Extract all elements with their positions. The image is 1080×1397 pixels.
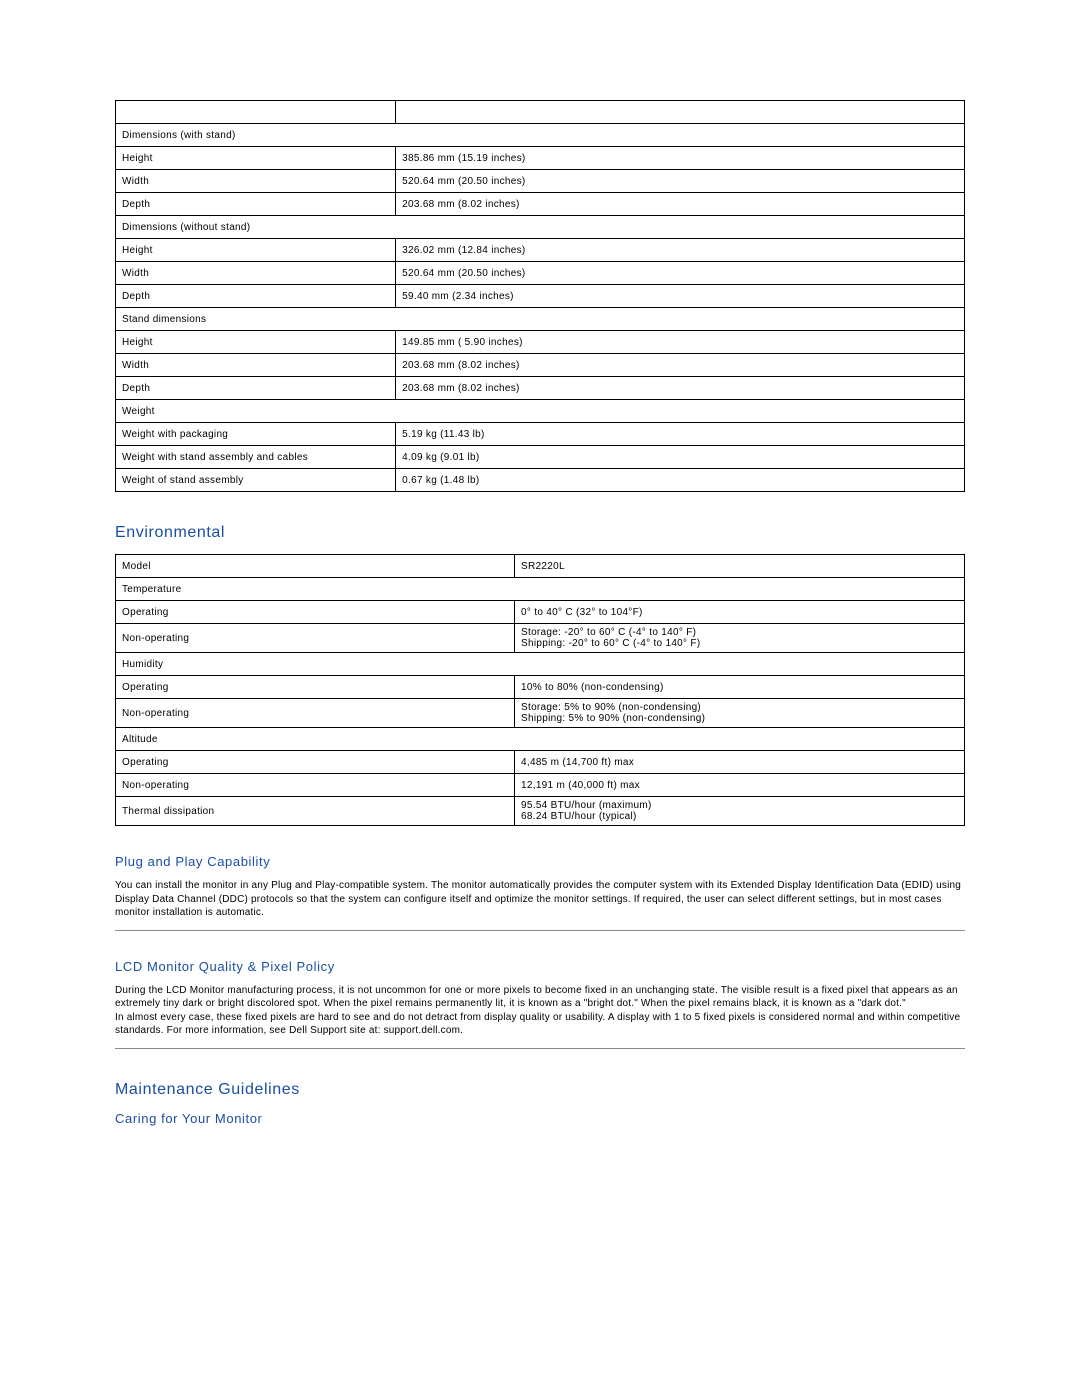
section-header-cell: Stand dimensions xyxy=(116,308,965,331)
spec-key-cell: Weight with packaging xyxy=(116,423,396,446)
spec-key-cell: Height xyxy=(116,147,396,170)
spec-value-cell: 4,485 m (14,700 ft) max xyxy=(515,751,965,774)
lcd-quality-text-1: During the LCD Monitor manufacturing pro… xyxy=(115,985,958,1010)
spec-value-cell: 10% to 80% (non-condensing) xyxy=(515,676,965,699)
table-row: ModelSR2220L xyxy=(116,555,965,578)
environmental-table: ModelSR2220LTemperatureOperating0° to 40… xyxy=(115,554,965,826)
spec-value-cell: SR2220L xyxy=(515,555,965,578)
spec-key-cell: Operating xyxy=(116,601,515,624)
table-row: Stand dimensions xyxy=(116,308,965,331)
environmental-heading: Environmental xyxy=(115,524,965,542)
plug-and-play-paragraph: You can install the monitor in any Plug … xyxy=(115,879,965,920)
table-row: Temperature xyxy=(116,578,965,601)
spec-value-cell: Storage: -20° to 60° C (-4° to 140° F)Sh… xyxy=(515,624,965,653)
spec-value-cell: 520.64 mm (20.50 inches) xyxy=(396,170,965,193)
spec-value-cell: 95.54 BTU/hour (maximum)68.24 BTU/hour (… xyxy=(515,797,965,826)
spec-key-cell: Weight of stand assembly xyxy=(116,469,396,492)
spec-key-cell: Height xyxy=(116,331,396,354)
blank-cell xyxy=(396,101,965,124)
table-row: Height326.02 mm (12.84 inches) xyxy=(116,239,965,262)
spec-value-cell: 5.19 kg (11.43 lb) xyxy=(396,423,965,446)
lcd-quality-paragraph: During the LCD Monitor manufacturing pro… xyxy=(115,984,965,1038)
table-row: Altitude xyxy=(116,728,965,751)
spec-key-cell: Non-operating xyxy=(116,774,515,797)
section-header-cell: Humidity xyxy=(116,653,965,676)
table-row: Operating4,485 m (14,700 ft) max xyxy=(116,751,965,774)
table-row: Weight xyxy=(116,400,965,423)
table-row: Dimensions (with stand) xyxy=(116,124,965,147)
table-row: Weight with packaging5.19 kg (11.43 lb) xyxy=(116,423,965,446)
spec-key-cell: Operating xyxy=(116,751,515,774)
table-row: Height149.85 mm ( 5.90 inches) xyxy=(116,331,965,354)
spec-value-cell: 326.02 mm (12.84 inches) xyxy=(396,239,965,262)
spec-value-cell: 203.68 mm (8.02 inches) xyxy=(396,193,965,216)
table-row: Operating10% to 80% (non-condensing) xyxy=(116,676,965,699)
spec-key-cell: Width xyxy=(116,354,396,377)
spec-value-cell: 4.09 kg (9.01 lb) xyxy=(396,446,965,469)
section-header-cell: Weight xyxy=(116,400,965,423)
section-divider xyxy=(115,1048,965,1049)
spec-key-cell: Non-operating xyxy=(116,699,515,728)
maintenance-guidelines-heading: Maintenance Guidelines xyxy=(115,1081,965,1099)
table-row: Weight with stand assembly and cables4.0… xyxy=(116,446,965,469)
table-row: Dimensions (without stand) xyxy=(116,216,965,239)
spec-value-cell: 520.64 mm (20.50 inches) xyxy=(396,262,965,285)
table-row: Thermal dissipation95.54 BTU/hour (maxim… xyxy=(116,797,965,826)
spec-key-cell: Model xyxy=(116,555,515,578)
spec-key-cell: Height xyxy=(116,239,396,262)
section-header-cell: Altitude xyxy=(116,728,965,751)
spec-key-cell: Operating xyxy=(116,676,515,699)
spec-value-cell: 0.67 kg (1.48 lb) xyxy=(396,469,965,492)
spec-value-cell: 12,191 m (40,000 ft) max xyxy=(515,774,965,797)
spec-value-cell: 59.40 mm (2.34 inches) xyxy=(396,285,965,308)
caring-for-monitor-heading: Caring for Your Monitor xyxy=(115,1111,965,1126)
spec-key-cell: Depth xyxy=(116,285,396,308)
section-divider xyxy=(115,930,965,931)
physical-characteristics-table: Dimensions (with stand)Height385.86 mm (… xyxy=(115,100,965,492)
table-row: Operating0° to 40° C (32° to 104°F) xyxy=(116,601,965,624)
table-row: Depth59.40 mm (2.34 inches) xyxy=(116,285,965,308)
table-row: Width520.64 mm (20.50 inches) xyxy=(116,262,965,285)
spec-key-cell: Thermal dissipation xyxy=(116,797,515,826)
section-header-cell: Dimensions (without stand) xyxy=(116,216,965,239)
blank-cell xyxy=(116,101,396,124)
spec-value-cell: 203.68 mm (8.02 inches) xyxy=(396,377,965,400)
table-row: Width203.68 mm (8.02 inches) xyxy=(116,354,965,377)
table-row: Non-operatingStorage: -20° to 60° C (-4°… xyxy=(116,624,965,653)
spec-key-cell: Weight with stand assembly and cables xyxy=(116,446,396,469)
table-row xyxy=(116,101,965,124)
table-row: Non-operating12,191 m (40,000 ft) max xyxy=(116,774,965,797)
spec-key-cell: Non-operating xyxy=(116,624,515,653)
section-header-cell: Temperature xyxy=(116,578,965,601)
table-row: Height385.86 mm (15.19 inches) xyxy=(116,147,965,170)
spec-key-cell: Width xyxy=(116,262,396,285)
table-row: Non-operatingStorage: 5% to 90% (non-con… xyxy=(116,699,965,728)
lcd-quality-heading: LCD Monitor Quality & Pixel Policy xyxy=(115,959,965,974)
spec-value-cell: 385.86 mm (15.19 inches) xyxy=(396,147,965,170)
table-row: Depth203.68 mm (8.02 inches) xyxy=(116,377,965,400)
spec-key-cell: Depth xyxy=(116,193,396,216)
spec-value-cell: 149.85 mm ( 5.90 inches) xyxy=(396,331,965,354)
table-row: Humidity xyxy=(116,653,965,676)
section-header-cell: Dimensions (with stand) xyxy=(116,124,965,147)
lcd-quality-text-2: In almost every case, these fixed pixels… xyxy=(115,1012,960,1037)
spec-key-cell: Depth xyxy=(116,377,396,400)
table-row: Weight of stand assembly0.67 kg (1.48 lb… xyxy=(116,469,965,492)
spec-key-cell: Width xyxy=(116,170,396,193)
table-row: Depth203.68 mm (8.02 inches) xyxy=(116,193,965,216)
table-row: Width520.64 mm (20.50 inches) xyxy=(116,170,965,193)
spec-value-cell: 203.68 mm (8.02 inches) xyxy=(396,354,965,377)
spec-value-cell: Storage: 5% to 90% (non-condensing)Shipp… xyxy=(515,699,965,728)
plug-and-play-heading: Plug and Play Capability xyxy=(115,854,965,869)
spec-value-cell: 0° to 40° C (32° to 104°F) xyxy=(515,601,965,624)
